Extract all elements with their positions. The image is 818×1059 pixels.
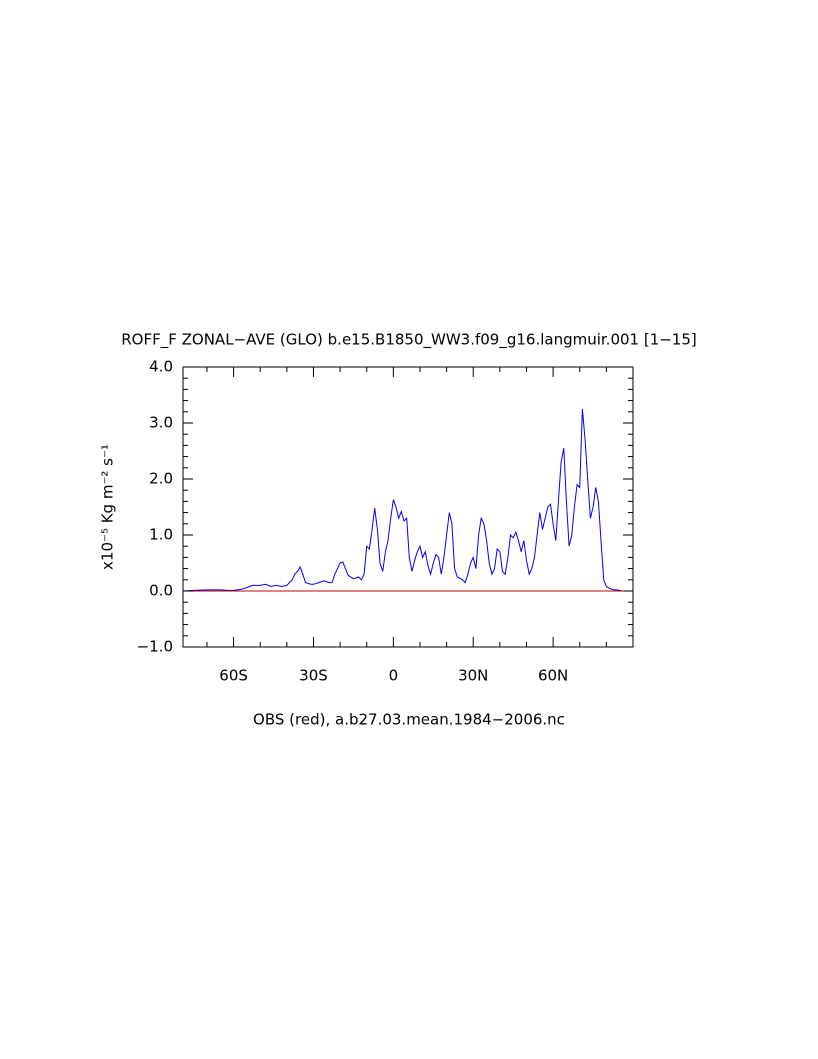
subtitle: OBS (red), a.b27.03.mean.1984−2006.nc — [253, 711, 565, 729]
y-tick-label: 3.0 — [149, 414, 173, 432]
x-tick-label: 30N — [458, 667, 488, 685]
data-line — [182, 408, 633, 592]
y-tick-label: 4.0 — [149, 358, 173, 376]
y-tick-label: 1.0 — [149, 526, 173, 544]
y-axis-label: x10⁻⁵ Kg m⁻² s⁻¹ — [99, 444, 117, 570]
y-tick-label: 2.0 — [149, 470, 173, 488]
y-tick-label: −1.0 — [137, 638, 173, 656]
x-tick-label: 0 — [389, 667, 399, 685]
x-tick-label: 30S — [299, 667, 328, 685]
x-tick-label: 60S — [219, 667, 248, 685]
y-tick-label: 0.0 — [149, 582, 173, 600]
x-tick-label: 60N — [538, 667, 568, 685]
plot-frame — [182, 366, 634, 648]
chart-title: ROFF_F ZONAL−AVE (GLO) b.e15.B1850_WW3.f… — [121, 331, 697, 350]
